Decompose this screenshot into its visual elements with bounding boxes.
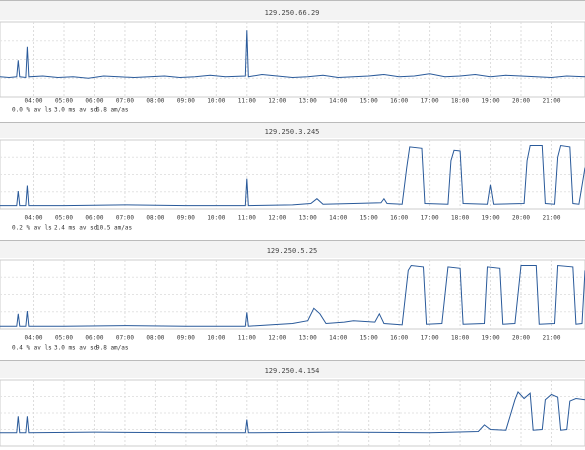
x-tick-label: 15:00 — [360, 215, 378, 222]
stat-text: 3.0 ms av sd — [54, 345, 98, 352]
x-tick-label: 21:00 — [542, 335, 560, 342]
stat-text: 0.0 % av ls — [12, 107, 52, 114]
x-tick-label: 05:00 — [55, 335, 73, 342]
x-tick-label: 06:00 — [85, 215, 103, 222]
x-tick-label: 12:00 — [268, 98, 286, 105]
stat-text: 0.2 % av ls — [12, 225, 52, 232]
x-tick-label: 09:00 — [177, 98, 195, 105]
x-tick-label: 06:00 — [85, 98, 103, 105]
x-tick-label: 19:00 — [482, 98, 500, 105]
x-tick-label: 20:00 — [512, 215, 530, 222]
x-tick-label: 07:00 — [116, 335, 134, 342]
panel-header — [0, 240, 585, 258]
x-tick-label: 08:00 — [146, 215, 164, 222]
stat-text: 9.8 am/as — [96, 345, 129, 352]
x-tick-label: 13:00 — [299, 215, 317, 222]
x-tick-label: 17:00 — [421, 98, 439, 105]
x-tick-label: 20:00 — [512, 98, 530, 105]
x-tick-label: 09:00 — [177, 335, 195, 342]
x-tick-label: 04:00 — [24, 215, 42, 222]
x-tick-label: 10:00 — [207, 98, 225, 105]
panel-title: 129.250.5.25 — [267, 247, 318, 255]
x-tick-label: 20:00 — [512, 335, 530, 342]
x-tick-label: 05:00 — [55, 215, 73, 222]
series-line — [0, 30, 585, 79]
x-tick-label: 13:00 — [299, 98, 317, 105]
x-tick-label: 11:00 — [238, 335, 256, 342]
x-tick-label: 21:00 — [542, 215, 560, 222]
x-tick-label: 19:00 — [482, 215, 500, 222]
x-tick-label: 14:00 — [329, 335, 347, 342]
panel-header — [0, 0, 585, 20]
panel-title: 129.250.3.245 — [265, 128, 320, 136]
x-tick-label: 10:00 — [207, 215, 225, 222]
x-tick-label: 11:00 — [238, 215, 256, 222]
stat-text: 10.5 am/as — [96, 225, 133, 232]
panel-title: 129.250.4.154 — [265, 367, 320, 375]
stat-text: 6.8 am/as — [96, 107, 129, 114]
series-line — [0, 390, 585, 434]
x-tick-label: 04:00 — [24, 335, 42, 342]
x-tick-label: 12:00 — [268, 215, 286, 222]
x-tick-label: 15:00 — [360, 98, 378, 105]
x-tick-label: 16:00 — [390, 335, 408, 342]
x-tick-label: 11:00 — [238, 98, 256, 105]
x-tick-label: 17:00 — [421, 335, 439, 342]
x-tick-label: 21:00 — [542, 98, 560, 105]
x-tick-label: 18:00 — [451, 98, 469, 105]
stat-text: 2.4 ms av sd — [54, 225, 98, 232]
x-tick-label: 13:00 — [299, 335, 317, 342]
x-tick-label: 14:00 — [329, 98, 347, 105]
x-tick-label: 08:00 — [146, 335, 164, 342]
stat-text: 0.4 % av ls — [12, 345, 52, 352]
stat-text: 3.0 ms av sd — [54, 107, 98, 114]
x-tick-label: 06:00 — [85, 335, 103, 342]
x-tick-label: 07:00 — [116, 215, 134, 222]
x-tick-label: 18:00 — [451, 335, 469, 342]
x-tick-label: 12:00 — [268, 335, 286, 342]
panel-header — [0, 122, 585, 138]
x-tick-label: 10:00 — [207, 335, 225, 342]
x-tick-label: 08:00 — [146, 98, 164, 105]
x-tick-label: 04:00 — [24, 98, 42, 105]
panel-header — [0, 360, 585, 378]
x-tick-label: 19:00 — [482, 335, 500, 342]
x-tick-label: 18:00 — [451, 215, 469, 222]
x-tick-label: 16:00 — [390, 215, 408, 222]
x-tick-label: 14:00 — [329, 215, 347, 222]
x-tick-label: 16:00 — [390, 98, 408, 105]
x-tick-label: 09:00 — [177, 215, 195, 222]
x-tick-label: 17:00 — [421, 215, 439, 222]
x-tick-label: 07:00 — [116, 98, 134, 105]
series-line — [0, 264, 585, 327]
panel-title: 129.250.66.29 — [265, 9, 320, 17]
x-tick-label: 15:00 — [360, 335, 378, 342]
x-tick-label: 05:00 — [55, 98, 73, 105]
series-line — [0, 144, 585, 207]
